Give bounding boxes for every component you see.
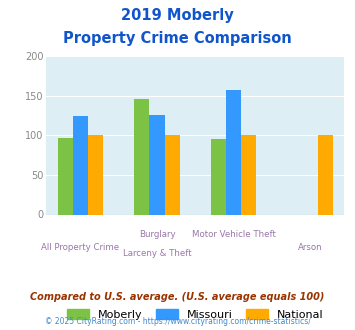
Legend: Moberly, Missouri, National: Moberly, Missouri, National	[67, 309, 324, 320]
Bar	[134, 99, 149, 214]
Text: 2019 Moberly: 2019 Moberly	[121, 8, 234, 23]
Bar	[226, 90, 241, 214]
Text: Arson: Arson	[297, 243, 322, 252]
Bar	[241, 135, 256, 214]
Bar	[318, 135, 333, 214]
Text: Property Crime Comparison: Property Crime Comparison	[63, 31, 292, 46]
Bar	[58, 138, 73, 214]
Text: All Property Crime: All Property Crime	[42, 243, 120, 252]
Text: © 2025 CityRating.com - https://www.cityrating.com/crime-statistics/: © 2025 CityRating.com - https://www.city…	[45, 317, 310, 326]
Bar	[88, 135, 104, 214]
Text: Compared to U.S. average. (U.S. average equals 100): Compared to U.S. average. (U.S. average …	[30, 292, 325, 302]
Bar	[211, 139, 226, 214]
Text: Motor Vehicle Theft: Motor Vehicle Theft	[192, 230, 275, 239]
Bar	[73, 115, 88, 214]
Bar	[165, 135, 180, 214]
Bar	[149, 115, 165, 214]
Text: Burglary: Burglary	[139, 230, 175, 239]
Text: Larceny & Theft: Larceny & Theft	[123, 249, 191, 258]
